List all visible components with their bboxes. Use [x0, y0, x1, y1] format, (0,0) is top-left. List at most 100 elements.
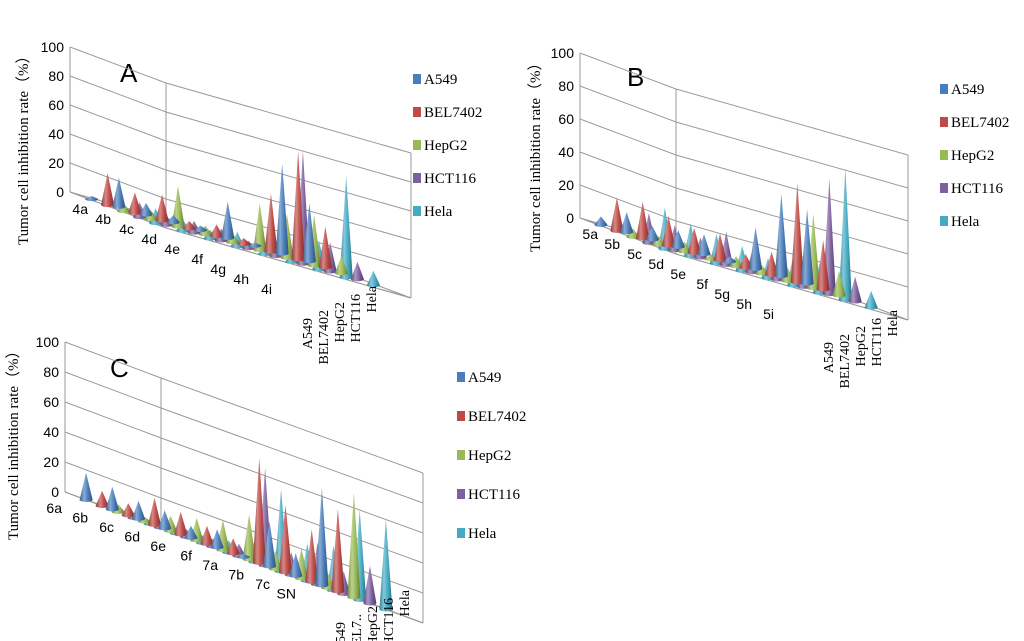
cone-bars [594, 168, 878, 310]
category-label: 5f [696, 276, 708, 292]
legend-swatch [940, 183, 948, 193]
legend-swatch [457, 528, 465, 538]
y-tick-label: 80 [43, 364, 59, 380]
cone-bar-6f-HepG2 [242, 514, 256, 562]
cone-bar-SN-A549 [315, 487, 329, 588]
category-label: 5d [648, 256, 664, 272]
category-label: 5c [627, 246, 642, 262]
legend-label: HepG2 [468, 448, 511, 464]
cone-bar-5d-BEL7402 [687, 227, 701, 255]
cone-bar-5e-BEL7402 [713, 233, 727, 263]
cone-bar-6b-A549 [105, 486, 119, 512]
panel-c-chart: C Tumor cell inhibition rate（%） 0 20 40 60 8… [5, 334, 526, 641]
legend-item-bel7402: BEL7402 [940, 115, 1009, 131]
cone-bar-SN-HCT116 [363, 565, 377, 606]
cone-bar-4b-BEL7402 [128, 192, 142, 215]
legend-swatch [457, 411, 465, 421]
gridline [579, 118, 909, 222]
y-tick-label: 40 [48, 126, 64, 142]
cone-bar-4a-A549 [85, 195, 99, 202]
legend-item-hela: Hela [457, 526, 497, 542]
y-tick-label: 60 [558, 111, 574, 127]
y-tick-label: 0 [566, 210, 574, 226]
cone-bar-4h-BEL7402 [291, 150, 305, 262]
panel-c-letter: C [110, 353, 129, 383]
series-axis-labels: A549 BEL7.. HepG2 HCT116 Hela [334, 589, 413, 641]
gridline [69, 104, 412, 212]
category-label: 6b [72, 510, 88, 526]
cone-bar-5a-A549 [594, 216, 608, 227]
legend-item-a549: A549 [413, 72, 457, 88]
series-axis-label: A549 [822, 342, 837, 373]
cone-bar-7c-A549 [289, 553, 303, 578]
cone-bar-4d-BEL7402 [182, 220, 196, 231]
cone-bar-6d-BEL7402 [174, 511, 188, 537]
cone-bar-4i-A549 [302, 203, 316, 264]
cone-bar-SN-HepG2 [347, 492, 361, 600]
cone-bar-6b-HepG2 [137, 516, 151, 524]
cone-bar-6c-BEL7402 [148, 497, 161, 527]
cone-bar-5a-HepG2 [626, 228, 640, 239]
y-tick-label: 20 [43, 454, 59, 470]
panel-a-y-axis-title: Tumor cell inhibition rate（%） [15, 48, 32, 245]
series-axis-labels: A549 BEL7402 HepG2 HCT116 Hela [822, 309, 901, 388]
category-label: 7b [228, 567, 244, 583]
cone-bar-5e-A549 [697, 234, 711, 257]
series-axis-label: A549 [301, 318, 316, 349]
cone-bar-4a-HepG2 [117, 203, 131, 214]
category-label: 5b [604, 236, 620, 252]
cone-bar-5i-BEL7402 [816, 239, 830, 292]
cone-bar-6d-A549 [158, 510, 172, 531]
panel-a-chart: A Tumor cell inhibition rate（%） 0 20 40 60 8… [15, 39, 482, 364]
cone-bar-6c-A549 [132, 500, 145, 521]
legend-label: HCT116 [468, 487, 520, 503]
series-axis-label: HCT116 [870, 318, 885, 366]
category-label: 6d [124, 529, 140, 545]
category-label: 5a [582, 226, 598, 242]
cone-bar-5i-Hela [864, 290, 878, 310]
cone-bar-7a-A549 [236, 553, 250, 559]
legend-item-hepg2: HepG2 [940, 148, 994, 164]
category-labels: 5a 5b 5c 5d 5e 5f 5g 5h 5i [582, 226, 774, 322]
cone-bar-4e-A549 [194, 225, 207, 233]
series-axis-label: Hela [886, 309, 901, 336]
y-tick-label: 80 [48, 68, 64, 84]
cone-bar-5f-A549 [723, 256, 737, 264]
legend-label: HCT116 [424, 171, 476, 187]
cone-bar-5c-BEL7402 [661, 215, 675, 248]
cone-bar-5c-HepG2 [677, 241, 691, 254]
cone-bar-5f-HepG2 [755, 265, 769, 276]
panel-c-legend: A549 BEL7402 HepG2 HCT116 Hela [457, 370, 526, 542]
y-tick-labels: 0 20 40 60 80 100 [551, 45, 575, 226]
legend-item-hepg2: HepG2 [413, 138, 467, 154]
category-label: 6a [46, 500, 62, 516]
category-label: 5h [736, 296, 752, 312]
legend-item-a549: A549 [457, 370, 501, 386]
cone-bar-4g-BEL7402 [264, 193, 278, 254]
series-axis-label: Hela [398, 589, 413, 616]
legend-label: Hela [424, 204, 453, 220]
y-tick-label: 80 [558, 78, 574, 94]
y-tick-label: 0 [51, 484, 59, 500]
cone-bar-4i-HepG2 [334, 255, 348, 276]
cone-bar-5b-A549 [620, 212, 634, 235]
cone-bar-7a-BEL7402 [252, 457, 266, 565]
gridline [69, 75, 412, 183]
series-axis-label: BEL7402 [317, 310, 332, 364]
cone-bar-SN-Hela [379, 519, 393, 612]
cone-bar-4f-HepG2 [253, 203, 267, 252]
legend-label: HepG2 [424, 138, 467, 154]
cone-bar-6a-A549 [79, 472, 93, 502]
cone-bar-6b-BEL7402 [121, 503, 135, 518]
category-label: 4f [191, 251, 203, 267]
legend-swatch [940, 117, 948, 127]
gridline [579, 85, 909, 189]
category-labels: 4a 4b 4c 4d 4e 4f 4g 4h 4i [72, 201, 272, 297]
category-label: 4h [233, 271, 249, 287]
series-axis-label: HepG2 [366, 606, 381, 641]
category-label: SN [277, 586, 296, 602]
legend-swatch [413, 173, 421, 183]
cone-bar-6a-BEL7402 [95, 490, 109, 508]
gridline [69, 162, 412, 270]
y-tick-label: 60 [48, 97, 64, 113]
